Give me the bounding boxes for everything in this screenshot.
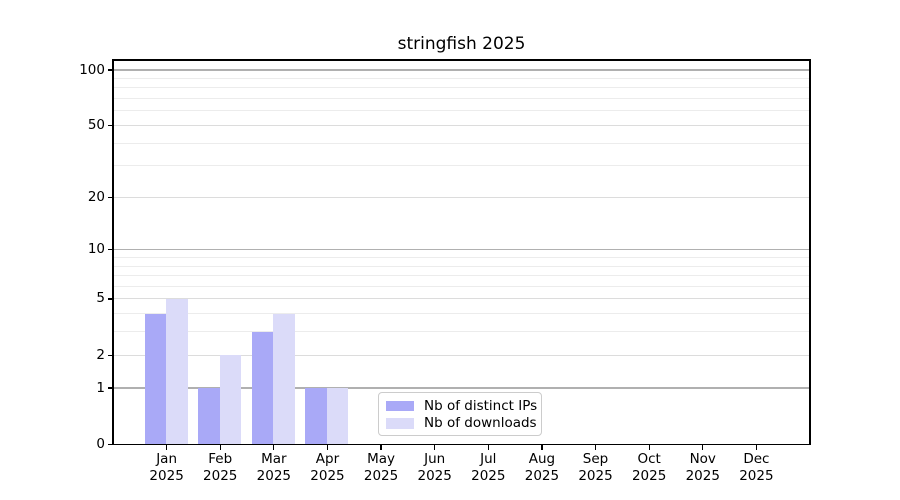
gridline-minor-3: [114, 331, 809, 333]
ytick-label-0: 0: [96, 435, 105, 452]
ytick-2: [107, 354, 113, 356]
xtick-label-jan-2025: Jan 2025: [149, 451, 184, 484]
ytick-label-100: 100: [79, 61, 105, 78]
spine-top: [112, 59, 811, 61]
gridline-minor-60: [114, 110, 809, 112]
bar-downloads-apr-2025: [326, 388, 349, 445]
xtick-jul-2025: [487, 444, 489, 450]
ytick-10: [107, 249, 113, 251]
bar-downloads-feb-2025: [219, 355, 242, 445]
bar-distinct-ips-apr-2025: [305, 388, 327, 445]
gridline-labeled-50: [114, 124, 809, 126]
chart-title: stringfish 2025: [397, 34, 526, 54]
bar-downloads-jan-2025: [166, 298, 188, 445]
ytick-50: [107, 124, 113, 126]
bar-downloads-mar-2025: [273, 313, 295, 445]
ytick-label-2: 2: [96, 346, 105, 363]
ytick-label-20: 20: [87, 188, 105, 205]
gridline-minor-40: [114, 142, 809, 144]
xtick-apr-2025: [326, 444, 329, 450]
gridline-labeled-2: [114, 354, 809, 356]
legend: Nb of distinct IPs Nb of downloads: [378, 392, 542, 436]
ytick-label-10: 10: [87, 241, 105, 258]
bar-distinct-ips-feb-2025: [198, 388, 220, 445]
gridline-minor-80: [114, 87, 809, 89]
legend-swatch-distinct-ips: [386, 400, 414, 411]
xtick-label-jul-2025: Jul 2025: [471, 451, 506, 484]
gridline-minor-9: [114, 257, 809, 259]
gridline-decade-10: [114, 249, 809, 251]
xtick-label-may-2025: May 2025: [363, 451, 399, 484]
ytick-0: [107, 443, 113, 445]
xtick-label-feb-2025: Feb 2025: [203, 451, 238, 484]
xtick-label-jun-2025: Jun 2025: [417, 451, 452, 484]
gridline-decade-100: [114, 69, 809, 71]
xtick-label-apr-2025: Apr 2025: [310, 451, 345, 484]
xtick-label-nov-2025: Nov 2025: [685, 451, 720, 484]
xtick-nov-2025: [702, 444, 704, 450]
xtick-feb-2025: [219, 444, 221, 450]
ytick-label-1: 1: [96, 379, 105, 396]
spine-right: [809, 59, 811, 445]
ytick-1: [107, 387, 113, 389]
gridline-decade-1: [114, 387, 809, 389]
legend-item-downloads: Nb of downloads: [386, 415, 541, 433]
gridline-minor-6: [114, 285, 809, 287]
xtick-sep-2025: [594, 444, 597, 450]
gridline-minor-70: [114, 98, 809, 100]
ytick-20: [107, 196, 113, 198]
legend-item-distinct-ips: Nb of distinct IPs: [386, 397, 541, 415]
spine-bottom: [112, 443, 811, 445]
gridline-minor-90: [114, 77, 809, 79]
ytick-100: [107, 69, 113, 71]
xtick-jun-2025: [434, 444, 436, 450]
bar-distinct-ips-jan-2025: [144, 313, 167, 445]
ytick-5: [107, 298, 113, 300]
ytick-label-5: 5: [96, 290, 105, 307]
xtick-label-oct-2025: Oct 2025: [631, 451, 667, 484]
xtick-oct-2025: [648, 444, 650, 450]
xtick-label-sep-2025: Sep 2025: [578, 451, 613, 484]
gridline-minor-7: [114, 275, 809, 277]
gridline-minor-8: [114, 265, 809, 267]
xtick-label-dec-2025: Dec 2025: [739, 451, 774, 484]
legend-label-downloads: Nb of downloads: [424, 415, 537, 432]
legend-swatch-downloads: [386, 418, 414, 429]
xtick-aug-2025: [541, 444, 543, 450]
xtick-may-2025: [380, 444, 382, 450]
xtick-jan-2025: [166, 444, 168, 450]
xtick-label-mar-2025: Mar 2025: [256, 451, 292, 484]
gridline-minor-30: [114, 165, 809, 167]
legend-label-distinct-ips: Nb of distinct IPs: [424, 397, 538, 414]
xtick-dec-2025: [755, 444, 757, 450]
gridline-minor-4: [114, 313, 809, 315]
gridline-labeled-5: [114, 298, 809, 300]
gridline-labeled-20: [114, 196, 809, 198]
ytick-label-50: 50: [87, 116, 105, 133]
spine-left: [112, 59, 114, 445]
xtick-label-aug-2025: Aug 2025: [524, 451, 560, 484]
xtick-mar-2025: [273, 444, 275, 450]
bar-distinct-ips-mar-2025: [251, 331, 274, 445]
